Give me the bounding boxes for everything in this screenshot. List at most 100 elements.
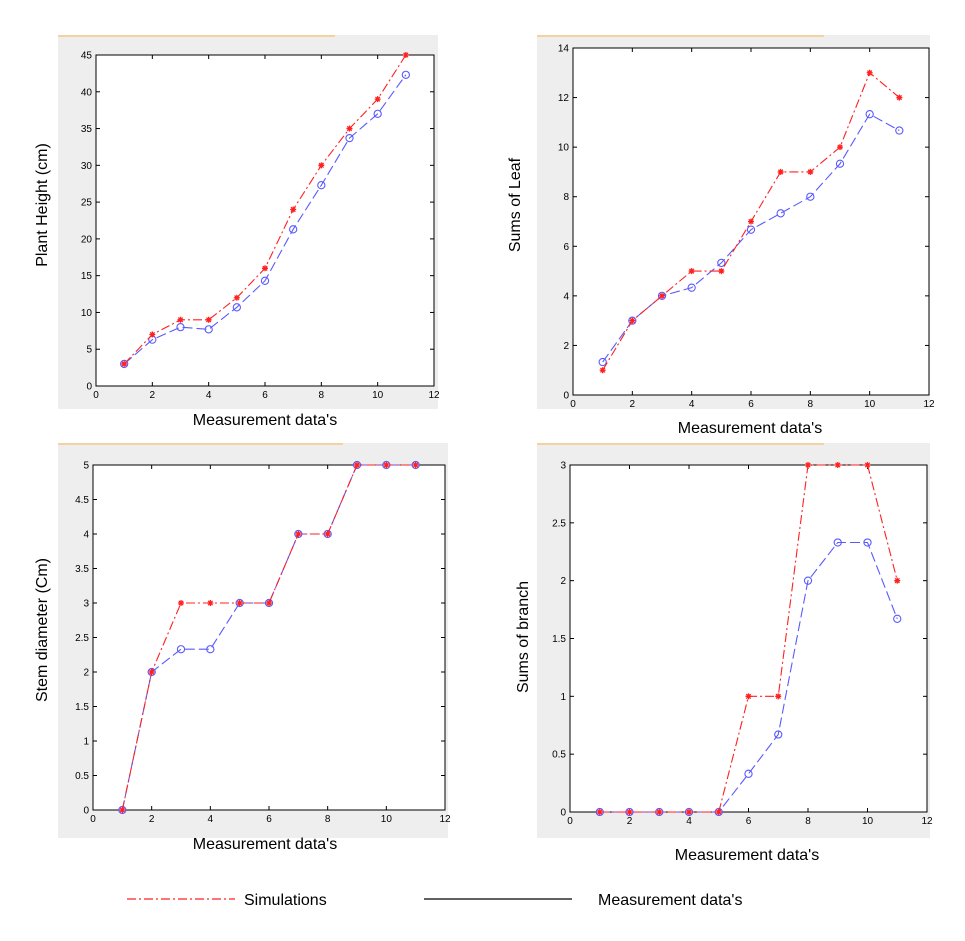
star-marker-shape (148, 669, 155, 675)
measurement-point-marker (895, 126, 904, 135)
star-marker-shape (805, 462, 811, 468)
y-tick-label: 45 (81, 51, 93, 62)
star-marker-shape (383, 462, 390, 468)
x-tick-label: 6 (262, 390, 268, 401)
star-marker-shape (262, 265, 268, 272)
x-tick-label: 10 (381, 814, 393, 825)
measurement-point-marker (176, 323, 185, 332)
y-tick-label: 0 (563, 391, 569, 402)
measurement-point-marker (289, 225, 298, 234)
x-axis-label: Measurement data's (193, 836, 337, 853)
simulation-point-marker (318, 162, 325, 169)
simulation-point-marker (688, 268, 695, 275)
x-axis-label: Measurement data's (193, 412, 337, 429)
x-tick-label: 10 (862, 816, 874, 827)
simulation-point-marker (599, 367, 606, 374)
star-marker-shape (205, 316, 212, 323)
star-marker-shape (688, 268, 695, 275)
measurement-series-line (599, 541, 898, 813)
x-tick-label: 12 (923, 399, 935, 410)
measurement-point-marker (204, 325, 213, 334)
star-marker-shape (346, 125, 353, 132)
star-marker-shape (233, 294, 240, 301)
measurement-point-marker (744, 769, 753, 778)
x-tick-label: 0 (90, 814, 96, 825)
x-tick-label: 12 (439, 814, 451, 825)
simulation-point-marker (207, 600, 214, 606)
measurement-point-marker (118, 805, 127, 815)
measurement-point-marker (746, 225, 756, 234)
x-tick-label: 8 (805, 816, 811, 827)
y-tick-label: 4.5 (75, 495, 89, 506)
simulation-point-marker (383, 462, 390, 468)
y-tick-label: 0 (86, 382, 92, 393)
simulation-point-marker (121, 360, 128, 367)
star-marker-shape (178, 600, 184, 606)
simulation-point-marker (596, 809, 603, 815)
star-marker-shape (715, 809, 722, 815)
simulation-point-marker (775, 693, 782, 700)
y-tick-label: 10 (81, 308, 93, 319)
x-tick-label: 2 (149, 814, 155, 825)
y-tick-label: 35 (81, 124, 93, 135)
measurement-point-marker (206, 645, 215, 654)
y-tick-label: 4 (563, 291, 569, 302)
simulation-point-marker (805, 462, 811, 468)
x-tick-label: 0 (570, 399, 576, 410)
star-marker-shape (295, 531, 302, 537)
x-tick-label: 4 (689, 399, 695, 410)
star-marker-shape (896, 94, 903, 101)
star-marker-shape (718, 268, 725, 275)
simulation-point-marker (290, 206, 297, 213)
measurement-point-marker (598, 357, 607, 367)
y-axis-label: Stem diameter (Cm) (34, 558, 51, 702)
simulation-point-marker (177, 316, 184, 323)
star-marker-shape (599, 367, 606, 374)
simulation-point-marker (233, 294, 240, 301)
star-marker-shape (837, 144, 843, 151)
measurement-point-marker (345, 133, 354, 143)
y-axis-label: Plant Height (cm) (34, 143, 51, 267)
measurement-point-marker (865, 110, 874, 119)
y-tick-label: 2 (83, 668, 89, 679)
simulation-point-marker (777, 168, 784, 175)
star-marker-shape (659, 292, 665, 299)
simulation-point-marker (236, 600, 243, 606)
y-tick-label: 2.5 (552, 518, 566, 529)
measurement-point-marker (628, 316, 637, 325)
star-marker-shape (626, 809, 633, 815)
x-tick-label: 8 (325, 814, 331, 825)
star-marker-shape (354, 462, 360, 468)
y-tick-label: 5 (83, 461, 89, 472)
measurement-point-marker (806, 192, 815, 201)
legend: Simulations Measurement data's (127, 892, 742, 909)
star-marker-shape (596, 809, 603, 815)
y-axis-label: Sums of Leaf (507, 157, 524, 252)
star-marker-shape (207, 600, 214, 606)
x-tick-label: 6 (266, 814, 272, 825)
simulation-point-marker (148, 669, 155, 675)
simulation-point-marker (402, 52, 409, 58)
star-marker-shape (807, 168, 814, 175)
star-marker-shape (119, 807, 126, 813)
measurement-point-marker (260, 276, 270, 285)
simulation-point-marker (149, 331, 156, 338)
axes-box (92, 464, 446, 811)
star-marker-shape (374, 96, 381, 103)
y-tick-label: 15 (81, 271, 93, 282)
legend-simulations-label: Simulations (244, 892, 327, 909)
y-tick-label: 1 (83, 737, 89, 748)
simulation-point-marker (374, 96, 381, 103)
simulation-point-marker (866, 69, 873, 76)
star-marker-shape (236, 600, 243, 606)
simulation-point-marker (205, 316, 212, 323)
star-marker-shape (834, 462, 841, 468)
y-tick-label: 0 (83, 806, 89, 817)
star-marker-shape (412, 462, 419, 468)
star-marker-shape (775, 693, 782, 700)
star-marker-shape (149, 331, 156, 338)
x-tick-label: 10 (864, 399, 876, 410)
simulation-series-line (121, 464, 416, 811)
simulation-point-marker (626, 809, 633, 815)
